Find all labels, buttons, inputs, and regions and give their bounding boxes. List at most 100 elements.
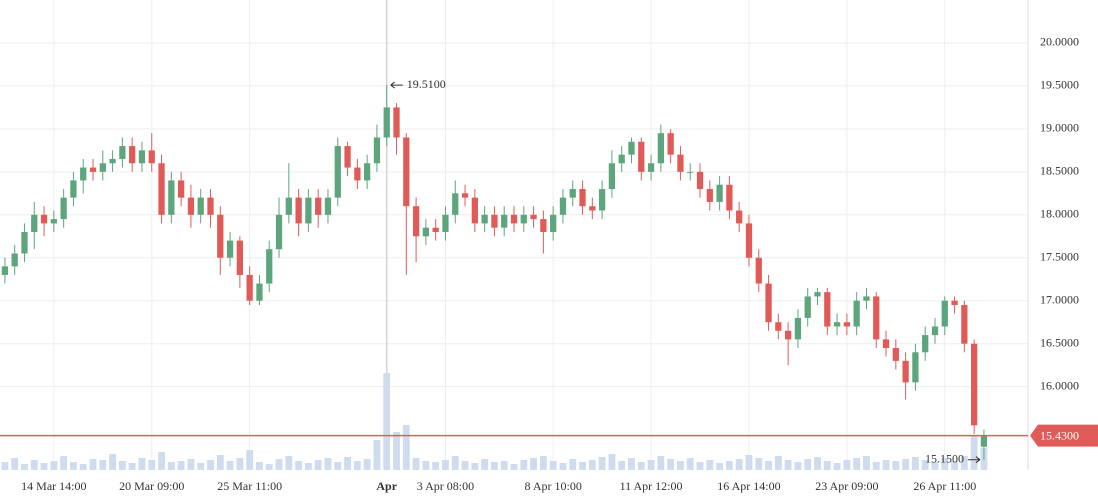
candle-body (412, 206, 420, 237)
volume-bar (911, 457, 919, 470)
candle-body (305, 197, 312, 224)
y-tick-label: 17.5000 (1040, 250, 1079, 264)
candle-body (403, 137, 410, 207)
volume-bar (510, 464, 518, 470)
volume-bar (60, 456, 68, 470)
volume-bar (677, 461, 684, 470)
candle-body (119, 146, 126, 159)
candle-body (334, 146, 341, 198)
volume-bar (442, 460, 449, 470)
candle-body (442, 214, 449, 232)
min-label: 15.1500 (925, 451, 964, 465)
volume-bar (539, 456, 547, 470)
candle-body (481, 214, 488, 224)
candle-body (550, 214, 557, 232)
candle-body (971, 343, 978, 426)
candle-body (716, 184, 723, 202)
last-price-tag (1030, 424, 1098, 447)
candle-body (892, 347, 899, 361)
volume-bar (158, 452, 165, 470)
candle-body (226, 240, 234, 258)
volume-bar (167, 462, 175, 470)
volume-bar (863, 456, 870, 470)
candle-body (315, 197, 322, 215)
candle-body (60, 197, 67, 220)
volume-bar (843, 460, 851, 470)
candle-body (89, 167, 97, 172)
volume-bar (89, 459, 97, 470)
volume-bar (725, 461, 733, 470)
candle-body (40, 214, 48, 224)
volume-bar (892, 461, 900, 470)
volume-bar (353, 461, 361, 470)
y-tick-label: 18.0000 (1040, 207, 1079, 221)
candle-body (647, 163, 655, 172)
candle-body (148, 150, 155, 164)
volume-bar (931, 462, 939, 470)
candle-body (785, 330, 792, 340)
volume-bar (128, 463, 136, 470)
candle-body (266, 249, 273, 284)
volume-bar (118, 461, 126, 470)
volume-bar (706, 460, 714, 470)
volume-bar (902, 459, 910, 470)
candle-body (530, 214, 537, 220)
volume-bar (216, 455, 224, 470)
candle-body (638, 141, 645, 172)
volume-bar (295, 461, 303, 470)
candle-body (383, 107, 390, 138)
volume-bar (393, 432, 400, 470)
candle-body (598, 189, 606, 211)
y-tick-label: 18.5000 (1040, 164, 1079, 178)
candle-body (21, 231, 28, 254)
volume-bar (246, 450, 254, 470)
x-tick-label: 8 Apr 10:00 (524, 479, 581, 493)
candle-body (794, 317, 802, 340)
volume-bar (628, 458, 635, 470)
volume-bar (207, 460, 214, 470)
candle-body (579, 189, 586, 207)
candle-body (726, 184, 733, 211)
volume-bar (226, 461, 234, 470)
volume-bar (559, 463, 567, 470)
candle-body (452, 193, 459, 215)
candle-body (804, 296, 811, 318)
candle-body (422, 227, 430, 237)
volume-bar (872, 462, 880, 470)
volume-bar (823, 461, 831, 470)
y-tick-label: 19.0000 (1040, 121, 1079, 135)
candle-body (461, 193, 469, 198)
volume-bar (109, 454, 117, 470)
volume-bar (804, 459, 812, 470)
candle-body (354, 167, 361, 181)
volume-bar (236, 458, 244, 470)
volume-bar (79, 464, 87, 470)
volume-bar (853, 458, 861, 470)
volume-bar (618, 461, 626, 470)
x-tick-label: 20 Mar 09:00 (119, 479, 184, 493)
x-tick-label: 16 Apr 14:00 (717, 479, 780, 493)
volume-bar (324, 458, 332, 470)
x-tick-label: 3 Apr 08:00 (417, 479, 474, 493)
candle-body (559, 197, 567, 215)
candle-body (31, 214, 38, 232)
candle-body (471, 197, 478, 224)
candle-body (373, 137, 381, 164)
candle-body (863, 296, 870, 301)
volume-bar (138, 458, 146, 470)
candle-body (364, 163, 371, 181)
volume-bar (432, 462, 440, 470)
max-label: 19.5100 (407, 77, 446, 91)
last-price-label: 15.4300 (1040, 428, 1079, 442)
y-tick-label: 16.0000 (1040, 378, 1079, 392)
volume-bar (99, 460, 107, 470)
candle-body (275, 214, 283, 250)
candle-body (177, 180, 185, 198)
volume-bar (373, 440, 381, 470)
volume-bar (30, 460, 38, 470)
volume-bar (882, 460, 890, 470)
volume-bar (1, 462, 9, 470)
candle-body (589, 206, 596, 211)
candle-body (80, 167, 87, 181)
x-tick-label: 23 Apr 09:00 (815, 479, 878, 493)
